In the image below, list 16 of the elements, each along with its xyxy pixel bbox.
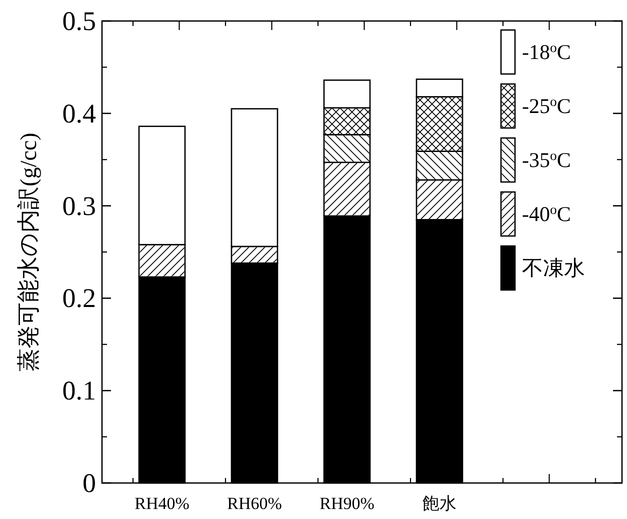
y-axis-title: 蒸発可能水の内訳(g/cc) — [16, 132, 41, 372]
legend-label: -25$^{o}$C — [522, 94, 571, 118]
legend-label: 不凍水 — [522, 256, 585, 280]
y-tick-label: 0.1 — [62, 376, 96, 406]
y-tick-label: 0.5 — [62, 6, 96, 36]
x-tick-label: RH60% — [227, 494, 282, 513]
legend-label: -18$^{o}$C — [522, 40, 571, 64]
y-tick-label: 0.3 — [62, 190, 96, 221]
y-tick-label: 0.4 — [62, 98, 96, 128]
y-tick-label: 0.2 — [62, 283, 96, 314]
legend-label: -40$^{o}$C — [522, 202, 571, 226]
x-tick-label: 飽水 — [422, 494, 456, 513]
legend-label: -35$^{o}$C — [522, 148, 571, 172]
x-tick-label: RH40% — [134, 494, 190, 513]
y-tick-label: 0 — [82, 468, 96, 498]
x-tick-label: RH90% — [320, 494, 374, 513]
